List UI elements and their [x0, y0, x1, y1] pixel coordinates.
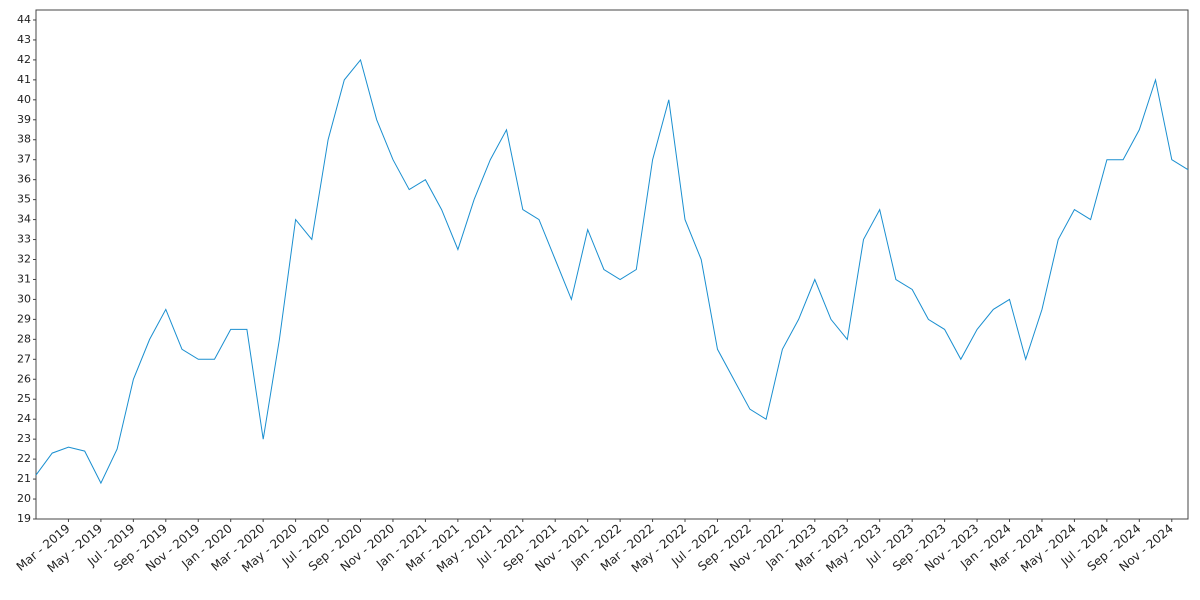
y-tick-label: 35: [17, 193, 31, 206]
y-tick-label: 27: [17, 352, 31, 365]
y-tick-label: 23: [17, 432, 31, 445]
y-tick-label: 26: [17, 372, 31, 385]
y-tick-label: 34: [17, 213, 31, 226]
plot-frame: [35, 9, 1189, 520]
y-tick-label: 38: [17, 133, 31, 146]
y-tick-label: 41: [17, 73, 31, 86]
y-tick-label: 33: [17, 233, 31, 246]
y-tick-label: 39: [17, 113, 31, 126]
y-tick-label: 30: [17, 292, 31, 305]
y-tick-label: 19: [17, 512, 31, 525]
y-tick-label: 37: [17, 153, 31, 166]
y-tick-label: 29: [17, 312, 31, 325]
y-tick-label: 21: [17, 472, 31, 485]
y-tick-label: 28: [17, 332, 31, 345]
y-tick-label: 36: [17, 173, 31, 186]
y-tick-label: 43: [17, 33, 31, 46]
y-tick-label: 31: [17, 272, 31, 285]
y-tick-label: 24: [17, 412, 31, 425]
y-tick-label: 22: [17, 452, 31, 465]
y-tick-label: 40: [17, 93, 31, 106]
y-tick-label: 42: [17, 53, 31, 66]
series-line: [35, 58, 1189, 485]
y-tick-label: 44: [17, 13, 31, 26]
y-tick-label: 20: [17, 492, 31, 505]
y-tick-label: 32: [17, 253, 31, 266]
y-tick-label: 25: [17, 392, 31, 405]
